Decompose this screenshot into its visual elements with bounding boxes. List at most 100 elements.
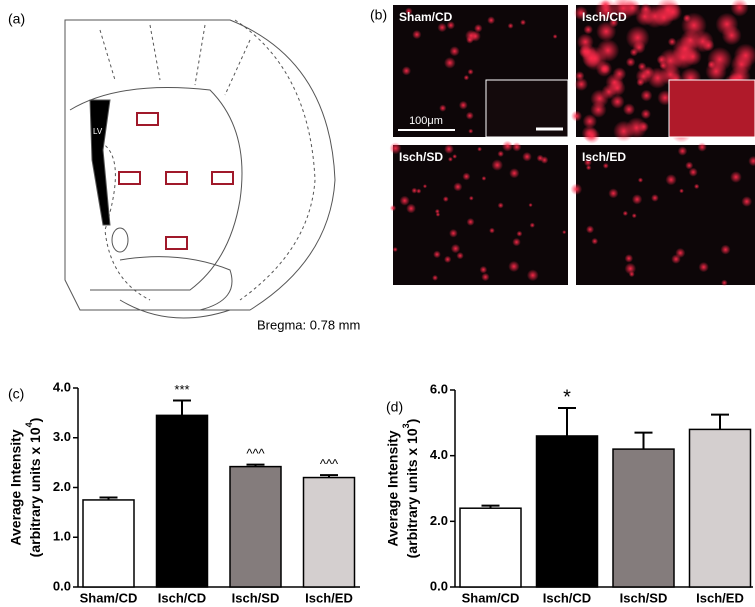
cell [509, 168, 520, 179]
bar [302, 476, 356, 588]
x-tick-label: Isch/SD [232, 590, 280, 605]
y-axis-label: Average Intensity [385, 430, 401, 546]
x-tick-label: Isch/CD [543, 590, 591, 605]
label-part: (arbitrary units x 10 [404, 428, 420, 558]
cell [449, 228, 458, 238]
cell [625, 57, 636, 67]
y-tick-label: 2.0 [430, 513, 448, 528]
cell [399, 195, 410, 206]
cell [730, 53, 753, 76]
label-part: 4 [24, 422, 34, 427]
cell [404, 7, 413, 16]
cell [456, 252, 464, 260]
x-tick-label: Isch/CD [158, 590, 206, 605]
cell [622, 210, 629, 217]
cell [447, 156, 453, 162]
cell [487, 16, 496, 25]
cell [637, 177, 644, 183]
cell [529, 222, 535, 228]
micrographs: Sham/CD Isch/CD Isch/SD Isch/ED 100μm [389, 0, 755, 287]
image-label: Isch/CD [582, 10, 627, 24]
cell [512, 237, 521, 247]
cell [688, 167, 698, 177]
panel-label: (c) [8, 386, 24, 402]
cell [474, 24, 483, 33]
cell [516, 230, 523, 237]
cell [581, 125, 598, 142]
cell [638, 121, 649, 133]
cell [450, 243, 461, 254]
y-tick-label: 3.0 [53, 429, 71, 444]
cell [671, 254, 681, 264]
cell [416, 188, 422, 194]
cell [442, 196, 449, 202]
lv-label: LV [93, 127, 103, 136]
cell [574, 77, 589, 91]
cell [591, 237, 599, 245]
cell [422, 184, 428, 189]
cell [659, 61, 668, 70]
bar [535, 435, 599, 588]
scale-bar-label: 100μm [409, 115, 443, 127]
cell [526, 269, 539, 282]
cell [452, 154, 458, 159]
cell [467, 68, 474, 75]
cell [389, 204, 397, 212]
cell [571, 110, 583, 122]
significance-marker: *** [174, 382, 189, 397]
cell [444, 144, 454, 154]
image-label: Isch/ED [582, 150, 626, 164]
cell [481, 272, 490, 282]
y-tick-label: 2.0 [53, 479, 71, 494]
image-label: Isch/SD [399, 150, 443, 164]
cell [522, 151, 532, 162]
bar [688, 428, 752, 588]
cell [453, 182, 463, 192]
significance-marker: ^^^ [246, 446, 265, 461]
cell [520, 19, 526, 26]
cell [570, 183, 583, 196]
significance-marker: * [563, 386, 571, 408]
cell [502, 140, 513, 152]
cell [497, 150, 504, 158]
cell [682, 14, 691, 23]
y-tick-label: 4.0 [53, 379, 71, 394]
image-label: Sham/CD [399, 10, 453, 24]
cell [677, 146, 688, 156]
cell [573, 6, 588, 20]
x-tick-label: Sham/CD [80, 590, 138, 605]
panel-label: (d) [386, 399, 403, 415]
cell [595, 60, 613, 77]
cell [458, 100, 468, 110]
cell [602, 162, 609, 169]
cell [411, 187, 418, 194]
cell [707, 46, 733, 72]
cell [434, 208, 440, 214]
cell [624, 254, 634, 263]
cell [468, 195, 474, 201]
cell [444, 255, 452, 264]
cell [497, 202, 504, 209]
y-axis-label: Average Intensity [8, 429, 24, 545]
bar [612, 448, 675, 588]
y-tick-label: 4.0 [430, 447, 448, 462]
cell [665, 174, 677, 186]
cell [583, 24, 593, 35]
cell [552, 34, 558, 39]
cell [468, 128, 474, 134]
cell [446, 21, 456, 30]
cell [507, 22, 514, 29]
cell [449, 46, 460, 57]
cell [462, 172, 471, 181]
cell [437, 22, 447, 33]
cell [392, 246, 398, 253]
cell [433, 250, 441, 259]
cell [466, 36, 474, 44]
brain-diagram [64, 19, 336, 319]
label-part: 3 [401, 423, 411, 428]
cell [651, 194, 659, 202]
cell [463, 74, 470, 81]
bar [459, 507, 522, 588]
cell [685, 161, 694, 170]
x-tick-label: Sham/CD [462, 590, 520, 605]
